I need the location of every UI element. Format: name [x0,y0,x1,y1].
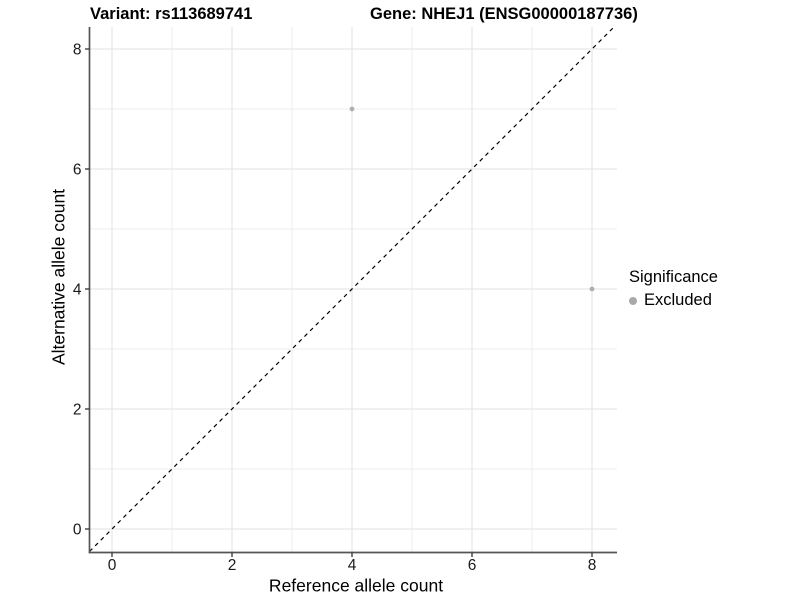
data-point [589,286,595,292]
y-tick-label: 2 [73,402,82,419]
y-axis-title: Alternative allele count [48,188,69,366]
legend-item-label: Excluded [644,291,712,309]
variant-title: Variant: rs113689741 [90,5,253,23]
y-tick-label: 4 [73,282,82,299]
identity-line [89,26,615,552]
legend-title: Significance [629,268,718,286]
y-tick-label: 6 [73,162,82,179]
legend-key-dot [629,296,637,305]
legend-items: Excluded [629,291,718,310]
x-tick-label: 0 [108,557,117,574]
x-tick-label: 2 [228,557,237,574]
x-tick-label: 4 [348,557,357,574]
x-axis-title: Reference allele count [268,575,444,596]
gene-title: Gene: NHEJ1 (ENSG00000187736) [370,5,638,23]
legend-item: Excluded [629,291,718,310]
x-tick-label: 8 [588,557,597,574]
y-tick-label: 0 [73,522,82,539]
legend: Significance Excluded [629,268,718,310]
x-tick-label: 6 [468,557,477,574]
data-point [349,106,355,112]
y-tick-label: 8 [73,42,82,59]
